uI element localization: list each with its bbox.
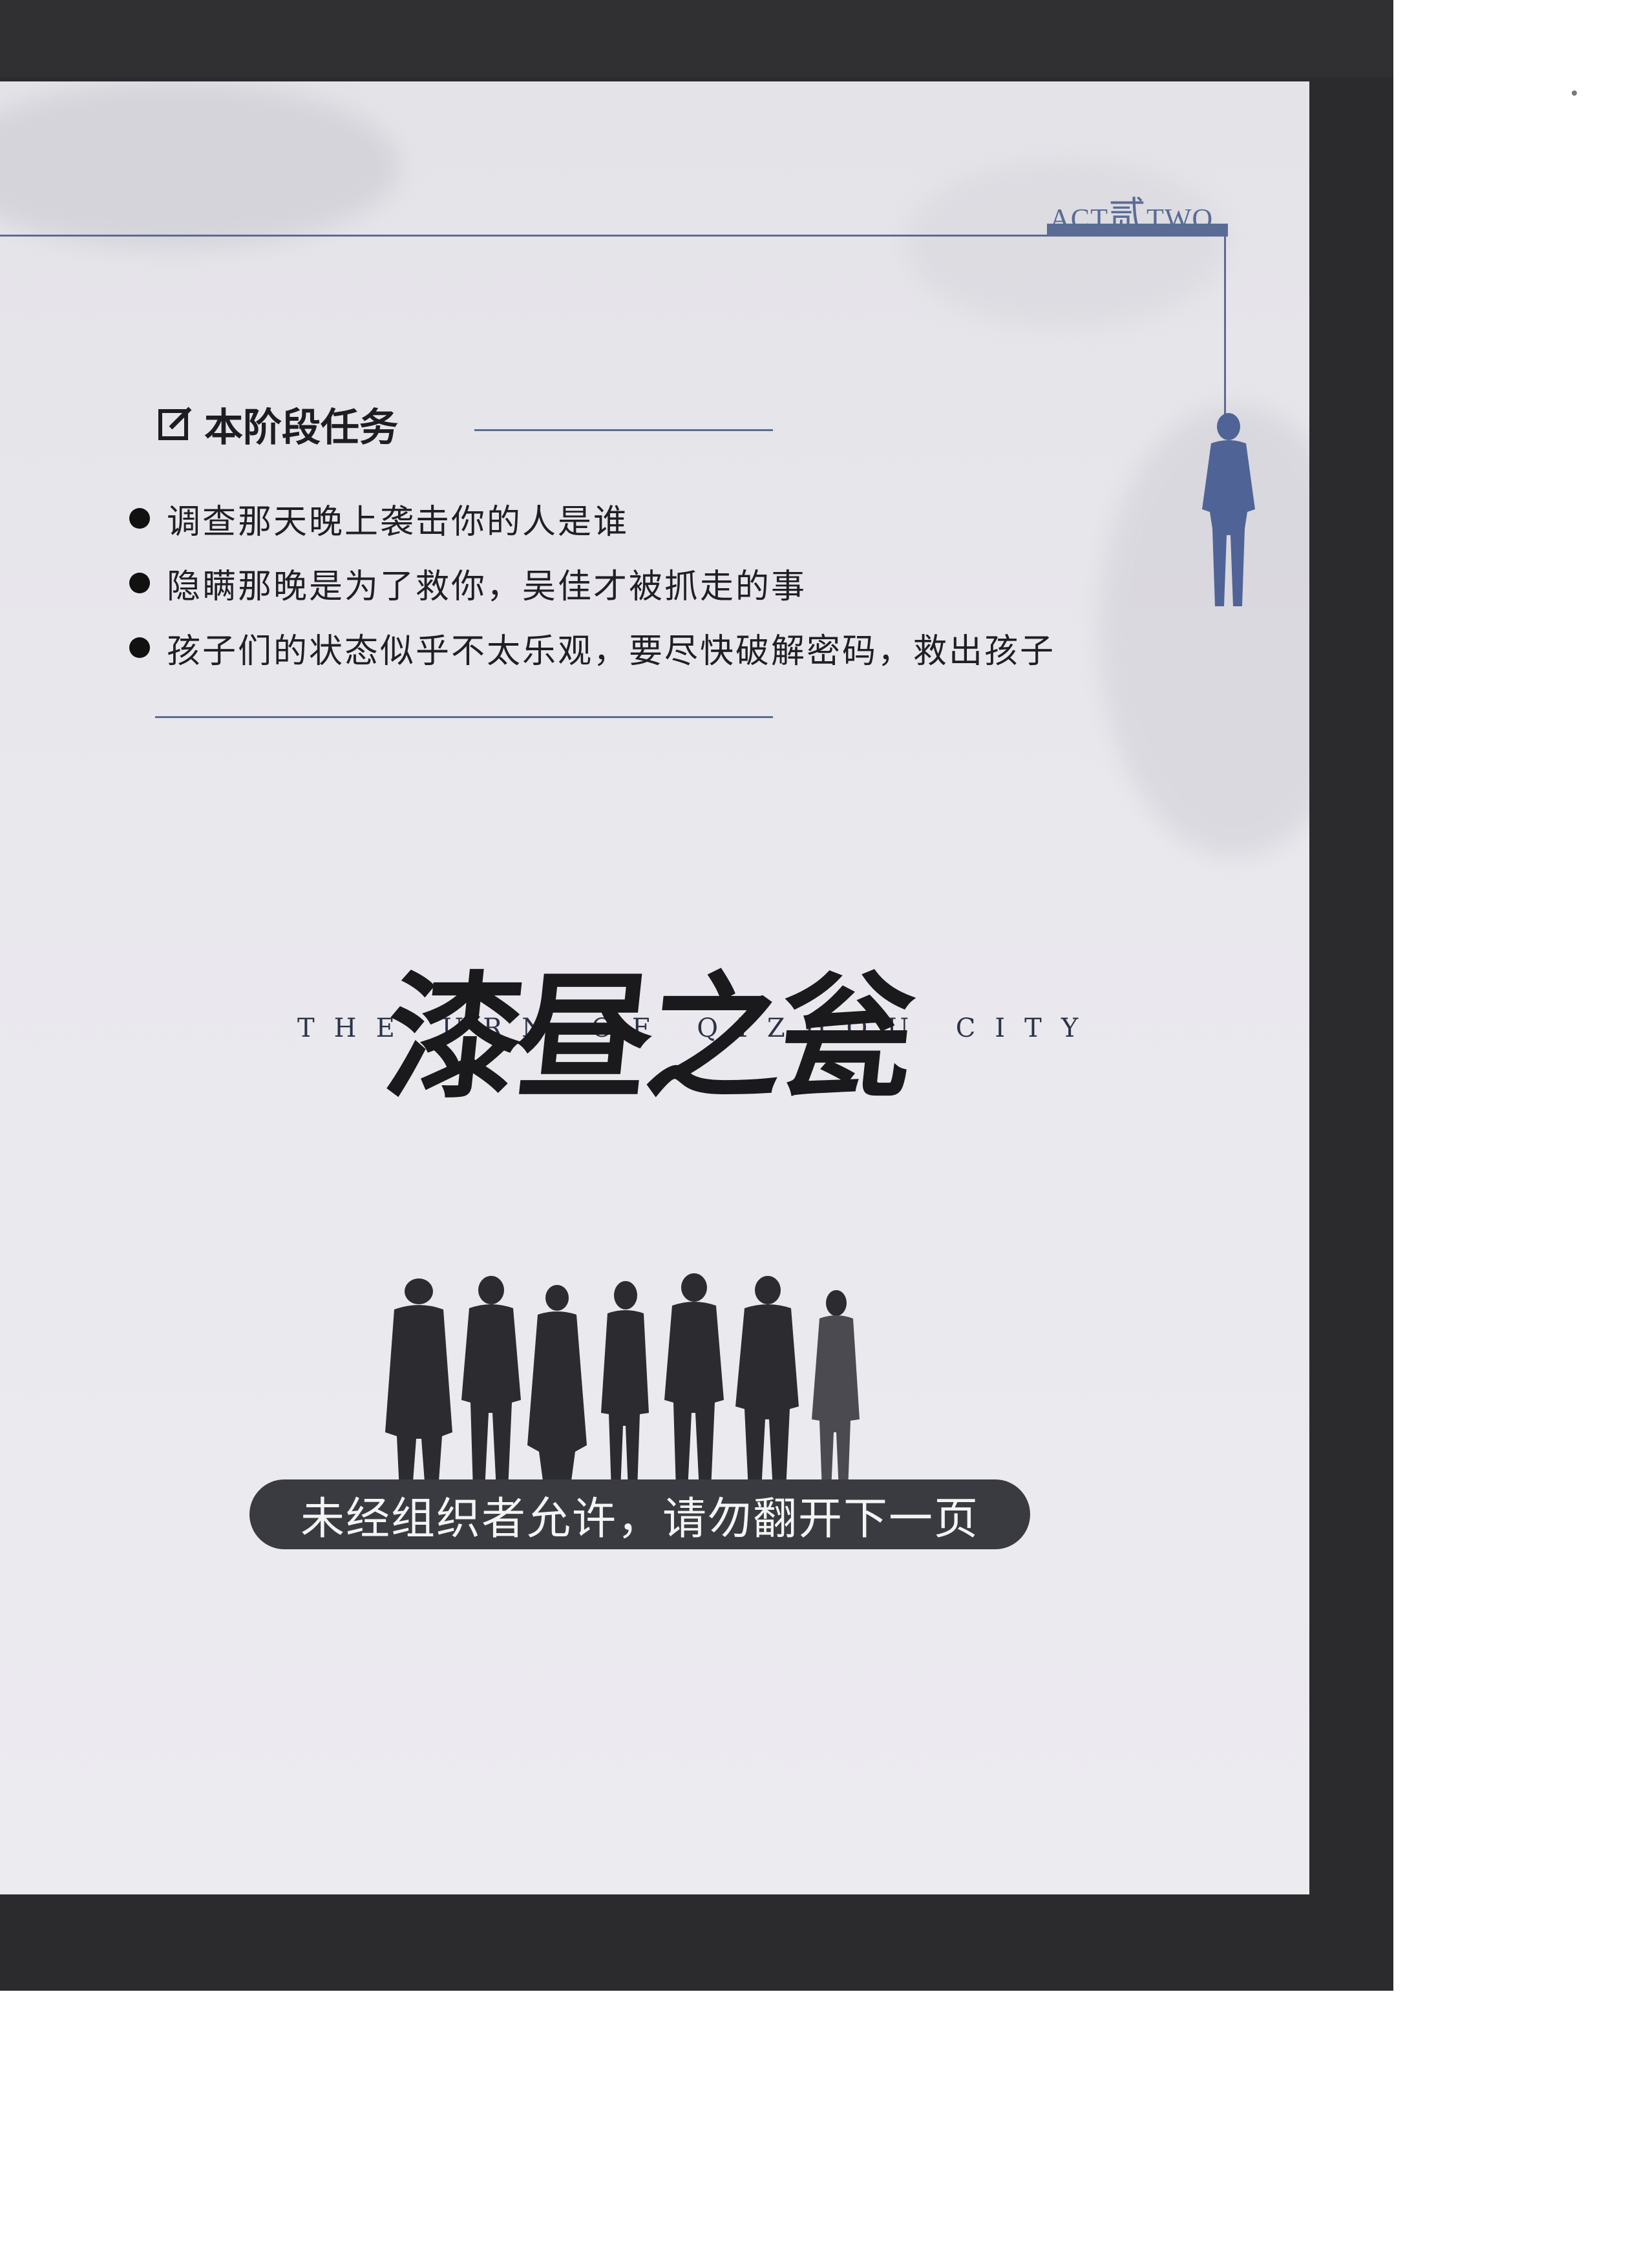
- task-item: 孩子们的状态似乎不太乐观，要尽快破解密码，救出孩子: [129, 615, 1055, 680]
- logo-title-cn: 漆昼之瓮: [378, 958, 918, 1118]
- do-not-turn-notice: 未经组织者允许，请勿翻开下一页: [249, 1479, 1030, 1549]
- bullet-icon: [129, 573, 150, 593]
- scan-speck: [1572, 90, 1577, 96]
- task-item-text: 隐瞒那晚是为了救你，吴佳才被抓走的事: [167, 567, 807, 606]
- background-texture: [905, 159, 1228, 327]
- task-item-text: 调查那天晚上袭击你的人是谁: [167, 502, 629, 542]
- game-logo: THE URN OF QIZHOU CITY 漆昼之瓮: [284, 915, 1098, 1213]
- notice-text: 未经组织者允许，请勿翻开下一页: [300, 1493, 979, 1545]
- edit-checkbox-icon: [158, 407, 192, 440]
- hanging-figure-icon: [1202, 413, 1255, 606]
- act-header-rule: [0, 235, 1053, 237]
- task-item: 调查那天晚上袭击你的人是谁: [129, 486, 1055, 551]
- act-prefix: ACT: [1050, 203, 1108, 235]
- task-item-text: 孩子们的状态似乎不太乐观，要尽快破解密码，救出孩子: [167, 631, 1056, 671]
- task-item: 隐瞒那晚是为了救你，吴佳才被抓走的事: [129, 551, 1055, 615]
- bullet-icon: [129, 508, 150, 529]
- act-suffix: TWO: [1146, 203, 1214, 235]
- background-texture: [1099, 405, 1309, 857]
- heading-divider: [474, 429, 773, 431]
- background-texture: [0, 81, 401, 249]
- task-heading-title: 本阶段任务: [204, 405, 398, 450]
- task-bottom-divider: [155, 716, 773, 718]
- people-silhouettes-image: [385, 1273, 860, 1490]
- task-list: 调查那天晚上袭击你的人是谁 隐瞒那晚是为了救你，吴佳才被抓走的事 孩子们的状态似…: [129, 486, 1055, 680]
- act-header-bar: [1047, 224, 1228, 237]
- scan-frame-top: [0, 0, 1393, 78]
- bullet-icon: [129, 637, 150, 658]
- logo-subtitle-en: THE URN OF QIZHOU CITY: [297, 1013, 1098, 1043]
- task-heading: 本阶段任务: [156, 398, 398, 450]
- hanging-rope-line: [1224, 235, 1226, 423]
- act-number-cn: 贰: [1108, 195, 1147, 237]
- booklet-page: ACT贰TWO 本阶段任务 调查那天晚上袭击你的人是谁 隐瞒那晚是为了救你，吴佳…: [0, 81, 1309, 1894]
- act-label: ACT贰TWO: [1050, 185, 1231, 237]
